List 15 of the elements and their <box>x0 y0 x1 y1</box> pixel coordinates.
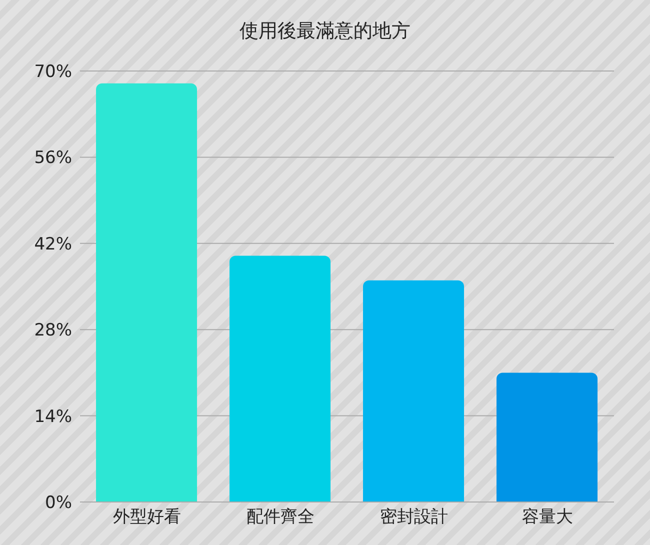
bar <box>496 372 598 502</box>
y-tick-label: 70% <box>34 62 72 82</box>
x-tick-label: 容量大 <box>522 507 573 528</box>
y-tick-label: 0% <box>45 493 72 514</box>
chart-title: 使用後最滿意的地方 <box>238 19 412 44</box>
y-tick-label: 14% <box>34 406 72 427</box>
y-tick-label: 42% <box>34 234 72 254</box>
bar <box>96 83 198 502</box>
y-tick-label: 56% <box>34 148 72 168</box>
x-tick-label: 配件齊全 <box>246 507 314 528</box>
x-tick-label: 密封設計 <box>380 507 448 528</box>
bar <box>230 256 331 502</box>
x-tick-label: 外型好看 <box>112 507 181 528</box>
bar <box>363 280 464 502</box>
y-tick-label: 28% <box>34 320 72 341</box>
